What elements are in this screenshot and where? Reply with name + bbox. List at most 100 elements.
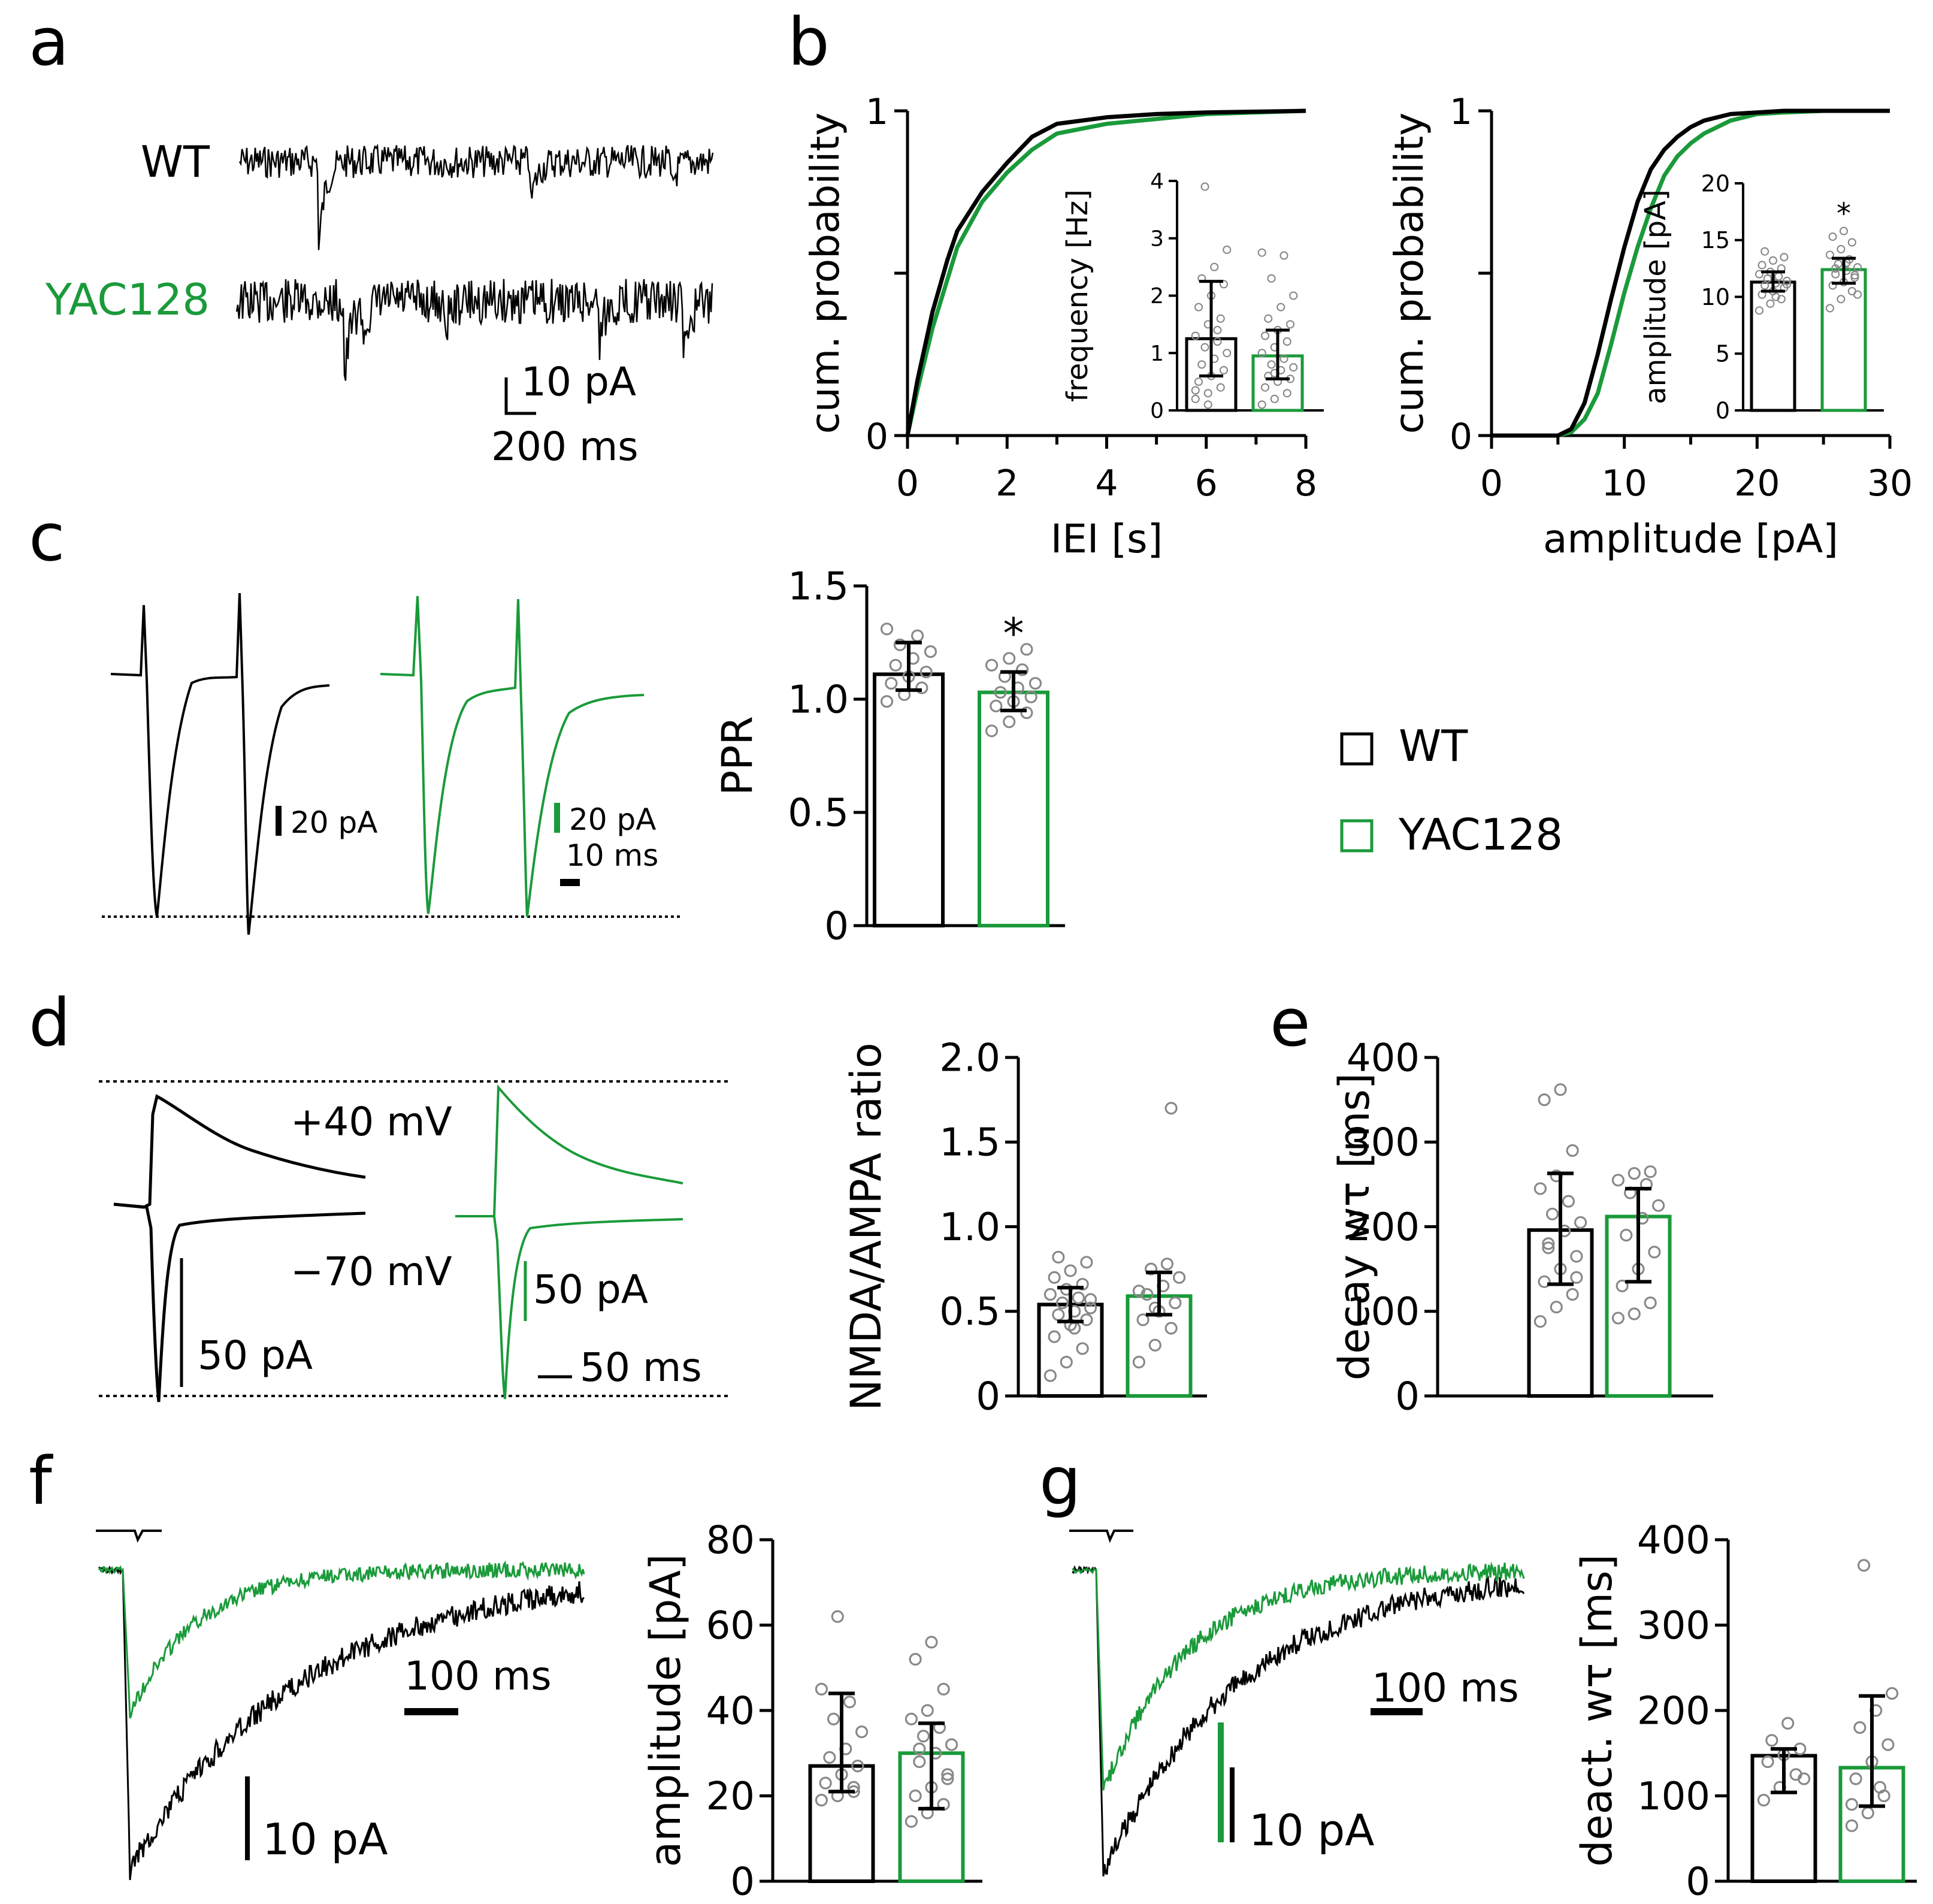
data-point	[985, 658, 999, 672]
data-point	[1084, 1301, 1097, 1314]
data-point	[1554, 1083, 1567, 1096]
data-point	[1223, 349, 1232, 358]
y-tick-label: 2.0	[939, 1036, 1000, 1080]
data-point	[1264, 314, 1273, 323]
chart-amplitude-inset: 0 5 10 15 20 amplitude [pA] *	[1639, 170, 1884, 424]
y-tick-label: 4	[1150, 170, 1164, 194]
data-point	[1566, 1144, 1579, 1157]
data-point	[1781, 1716, 1795, 1730]
data-point	[1216, 314, 1225, 323]
data-point	[1754, 306, 1764, 315]
data-point	[1825, 304, 1835, 313]
data-point	[1164, 1102, 1178, 1115]
y-axis-label: deact. wτ [ms]	[1572, 1554, 1622, 1867]
y-tick-label: 10	[1701, 284, 1730, 310]
data-point	[1003, 715, 1016, 729]
data-point	[827, 1712, 840, 1725]
data-point	[1257, 248, 1266, 257]
data-point	[1550, 1301, 1563, 1314]
data-point	[1191, 394, 1200, 403]
y-tick-label: 200	[1347, 1205, 1420, 1250]
data-point	[1260, 383, 1270, 392]
y-tick-label: 100	[1637, 1775, 1710, 1819]
y-tick-label: 0	[1150, 399, 1164, 424]
data-point	[880, 695, 894, 708]
data-point	[1223, 245, 1232, 254]
scale-label-g-amp: 10 pA	[1249, 1805, 1374, 1855]
data-point	[1213, 337, 1222, 346]
y-tick-label: 3	[1150, 226, 1164, 251]
data-point	[925, 1636, 938, 1649]
data-point	[1620, 1229, 1633, 1242]
data-point	[1611, 1311, 1625, 1325]
trace-f-wt	[98, 1565, 585, 1881]
data-point	[1048, 1330, 1061, 1343]
panel-label-e: e	[1270, 984, 1311, 1061]
panel-a: WT YAC128 10 pA 200 ms	[45, 137, 714, 470]
scale-bar-a	[504, 377, 536, 415]
data-point	[1276, 303, 1285, 312]
panel-label-g: g	[1039, 1443, 1081, 1519]
data-point	[1562, 1195, 1575, 1208]
data-point	[1197, 360, 1206, 369]
panel-label-b: b	[788, 4, 830, 80]
data-point	[1164, 1322, 1178, 1335]
significance-star: *	[1003, 609, 1024, 658]
data-point	[1216, 383, 1225, 392]
data-point	[1850, 273, 1859, 282]
data-point	[1853, 1721, 1867, 1734]
data-point	[1771, 292, 1780, 301]
data-point	[885, 676, 898, 690]
y-tick-label: 100	[1347, 1290, 1420, 1334]
legend-swatch-yac128	[1340, 819, 1374, 853]
data-point	[1652, 1199, 1665, 1212]
y-axis-label: NMDA/AMPA ratio	[842, 1042, 891, 1410]
data-point	[1194, 377, 1203, 386]
data-point	[1644, 1296, 1657, 1310]
data-point	[1219, 365, 1229, 375]
data-point	[1849, 1772, 1862, 1785]
data-point	[1574, 1216, 1587, 1229]
data-point	[941, 1768, 954, 1781]
scale-label-f-amp: 10 pA	[262, 1814, 388, 1864]
data-point	[1260, 331, 1270, 340]
data-point	[880, 622, 894, 636]
y-tick-label: 400	[1637, 1518, 1710, 1563]
scale-label-c-wt: 20 pA	[291, 805, 377, 840]
data-point	[893, 638, 906, 651]
data-point	[1203, 400, 1212, 409]
y-tick-label: 80	[706, 1518, 755, 1563]
data-point	[831, 1610, 844, 1623]
panel-c-traces: 20 pA 20 pA 10 ms	[102, 593, 680, 935]
y-tick-label: 0	[1716, 397, 1730, 424]
data-point	[1782, 280, 1792, 289]
legend-label-wt: WT	[1399, 721, 1468, 771]
data-point	[1831, 270, 1840, 279]
y-tick-label: 400	[1347, 1036, 1420, 1080]
data-point	[1828, 232, 1837, 241]
data-point	[994, 686, 1007, 699]
data-point	[1757, 1794, 1770, 1807]
data-point	[1542, 1237, 1555, 1250]
data-point	[1760, 247, 1769, 256]
trace-label-wt: WT	[141, 137, 210, 187]
y-axis-label: amplitude [pA]	[641, 1554, 690, 1867]
scale-label-a-time: 200 ms	[491, 424, 639, 470]
chart-ppr: 0 0.5 1.0 1.5 PPR *	[713, 564, 1065, 948]
data-point	[1839, 226, 1849, 235]
data-point	[913, 1755, 926, 1769]
y-tick-label: 1.0	[788, 678, 849, 722]
scale-label-g-time: 100 ms	[1372, 1665, 1519, 1711]
y-tick-label: 0	[976, 1374, 1000, 1419]
data-point	[919, 666, 933, 679]
y-axis-label: cum. probability	[802, 113, 848, 434]
scale-label-d-yac128: 50 pA	[533, 1267, 648, 1313]
data-point	[1289, 363, 1298, 372]
data-point	[1144, 1262, 1158, 1276]
y-tick-label: 300	[1637, 1604, 1710, 1648]
data-point	[851, 1760, 864, 1773]
data-point	[1847, 238, 1856, 247]
data-point	[1028, 676, 1042, 690]
legend-label-yac128: YAC128	[1398, 809, 1563, 860]
chart-amplitude-f: 0 20 40 60 80 amplitude [pA]	[641, 1518, 982, 1904]
